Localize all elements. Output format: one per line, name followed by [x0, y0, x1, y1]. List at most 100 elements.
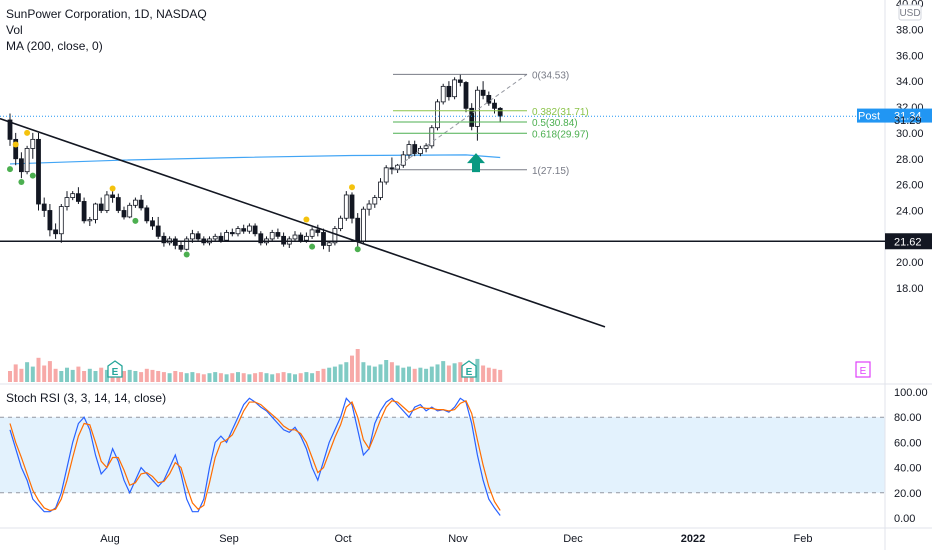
volume-bar: [150, 369, 155, 382]
volume-bar: [327, 367, 332, 382]
volume-bar: [247, 374, 252, 382]
candle-down: [81, 201, 87, 222]
stoch-axis[interactable]: 100.00 80.00 60.00 40.00 20.00 0.00: [894, 387, 928, 525]
candle-down: [110, 194, 115, 198]
candle-down: [457, 79, 463, 83]
currency-badge: USD: [898, 4, 922, 21]
post-label: Post: [858, 111, 880, 123]
volume-bar: [59, 371, 64, 382]
candle-up: [30, 138, 36, 149]
volume-bar: [424, 368, 429, 382]
candle-up: [406, 144, 412, 156]
price-tick-label: 30.00: [896, 128, 924, 140]
ma-legend[interactable]: MA (200, close, 0): [6, 39, 103, 53]
volume-bar: [287, 373, 292, 382]
volume-bar: [253, 373, 258, 382]
price-axis[interactable]: 40.0038.0036.0034.0032.0030.0028.0026.00…: [896, 0, 924, 295]
earnings-marker: E E E: [107, 360, 871, 378]
candle-up: [70, 193, 76, 198]
fib-level-label: 0.5(30.84): [532, 118, 578, 129]
volume-bar: [25, 362, 30, 382]
fib-level-label: 1(27.15): [532, 166, 569, 177]
volume-bar: [321, 368, 326, 382]
candle-up: [292, 234, 298, 240]
volume-bar: [236, 372, 240, 382]
volume-bar: [338, 364, 343, 382]
candle-up: [184, 238, 190, 250]
volume-bar: [173, 371, 178, 382]
time-tick-label: 2022: [681, 533, 705, 545]
volume-bar: [310, 373, 315, 382]
volume-bar: [190, 372, 195, 382]
volume-bar: [498, 369, 503, 382]
candle-down: [121, 210, 127, 218]
time-tick-label: Dec: [563, 533, 583, 545]
candle-down: [195, 233, 201, 240]
volume-bar: [258, 372, 263, 382]
descending-trendline[interactable]: [0, 117, 606, 328]
candle-down: [76, 193, 81, 202]
stoch-tick-label: 100.00: [894, 387, 928, 399]
volume-bar: [36, 357, 41, 382]
candle-down: [281, 235, 287, 245]
candle-up: [435, 101, 440, 129]
earnings-future-icon: [855, 361, 871, 378]
candle-down: [161, 235, 167, 244]
stoch-tick-label: 80.00: [894, 412, 922, 424]
candle-up: [224, 232, 230, 241]
candle-down: [241, 228, 247, 232]
candle-up: [303, 235, 309, 241]
volume-bar: [133, 371, 138, 382]
volume-bar: [82, 371, 87, 382]
signal-dot: [7, 166, 13, 173]
up-arrow-annotation: [467, 153, 485, 173]
last-price-value: 31.29: [894, 115, 922, 127]
volume-bar: [104, 369, 109, 382]
candle-down: [492, 102, 497, 109]
volume-bar: [361, 362, 366, 382]
ma-200-line: [9, 154, 501, 165]
time-axis[interactable]: Aug Sep Oct Nov Dec 2022 Feb: [100, 533, 812, 545]
candle-down: [252, 225, 258, 235]
volume-bar: [281, 372, 286, 382]
candle-down: [47, 210, 53, 231]
volume-bar: [184, 373, 189, 382]
volume-bar: [144, 368, 149, 382]
volume-bar: [441, 361, 446, 382]
candle-down: [150, 220, 155, 227]
candle-up: [417, 148, 423, 154]
volume-bar: [458, 362, 463, 382]
volume-bar: [264, 373, 269, 382]
candle-up: [429, 127, 435, 147]
candle-up: [383, 167, 389, 183]
candle-down: [172, 238, 178, 246]
candle-down: [36, 138, 41, 205]
candle-down: [218, 235, 224, 241]
volume-bar: [401, 367, 406, 382]
stoch-rsi-lines: [9, 397, 501, 516]
candle-up: [309, 229, 315, 237]
stoch-rsi-legend[interactable]: Stoch RSI (3, 3, 14, 14, close): [6, 391, 167, 405]
volume-bar: [475, 358, 480, 382]
candle-down: [115, 197, 121, 211]
candle-down: [13, 138, 19, 160]
candle-up: [127, 204, 133, 218]
stoch-tick-label: 0.00: [894, 513, 915, 525]
candle-down: [412, 144, 418, 154]
volume-bar: [270, 374, 275, 382]
volume-bar: [122, 371, 126, 382]
price-tick-label: 38.00: [896, 24, 924, 36]
candlesticks: [7, 74, 503, 252]
volume-bar: [452, 363, 457, 382]
volume-bar: [93, 371, 98, 382]
volume-bar: [65, 367, 69, 382]
symbol-title[interactable]: SunPower Corporation, 1D, NASDAQ: [6, 7, 207, 21]
fib-level-label: 0(34.53): [532, 70, 569, 81]
volume-legend[interactable]: Vol: [6, 23, 23, 37]
volume-bar: [53, 368, 58, 382]
candle-up: [64, 197, 70, 208]
fibonacci-retracement[interactable]: 0(34.53) 0.382(31.71)0.5(30.84)0.618(29.9…: [392, 70, 589, 177]
volume-bar: [87, 368, 92, 382]
volume-bar: [139, 372, 144, 382]
